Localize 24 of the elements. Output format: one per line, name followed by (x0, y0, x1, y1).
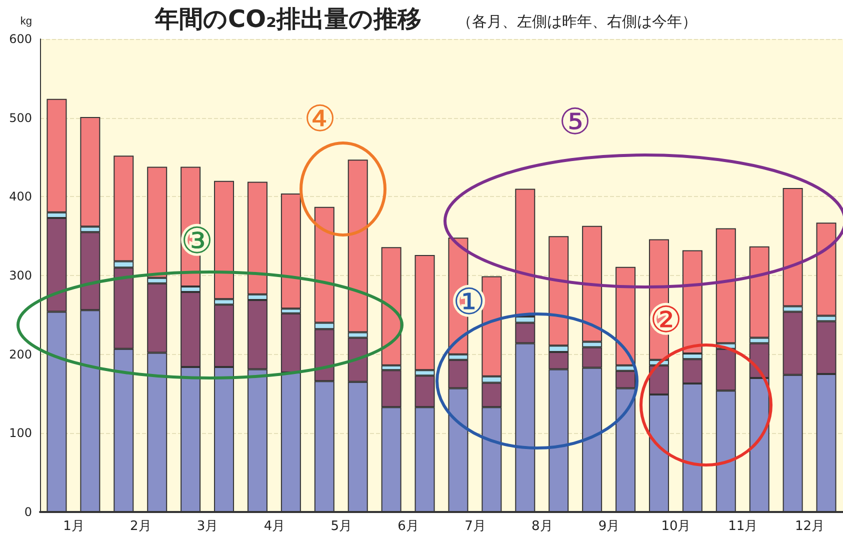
x-tick-label: 3月 (196, 519, 218, 533)
x-tick-label: 11月 (728, 519, 758, 533)
x-tick-label: 10月 (661, 519, 691, 533)
x-tick-label: 1月 (63, 519, 84, 533)
x-tick-label: 12月 (795, 519, 825, 533)
x-tick-label: 2月 (130, 519, 152, 533)
x-tick-label: 7月 (464, 519, 486, 533)
chart-subtitle: （各月、左側は昨年、右側は今年） (457, 12, 697, 30)
x-tick-label: 5月 (330, 519, 352, 533)
x-tick-label: 6月 (398, 519, 419, 533)
x-tick-label: 4月 (264, 519, 286, 533)
y-tick-label: 0 (24, 505, 32, 519)
annotation: ④ (304, 98, 336, 140)
annotation: ⑤ (558, 102, 592, 143)
chart-title: 年間のCO₂排出量の推移 (154, 5, 422, 33)
y-tick-label: 600 (9, 32, 32, 46)
y-tick-label: 400 (9, 190, 32, 204)
y-tick-label: 200 (9, 347, 32, 362)
x-tick-label: 8月 (532, 519, 553, 533)
y-tick-label: 500 (9, 110, 32, 125)
x-tick-label: 9月 (598, 519, 620, 533)
y-tick-label: 300 (9, 268, 32, 282)
y-tick-label: 100 (9, 426, 32, 440)
y-axis-title: kg (20, 16, 32, 28)
